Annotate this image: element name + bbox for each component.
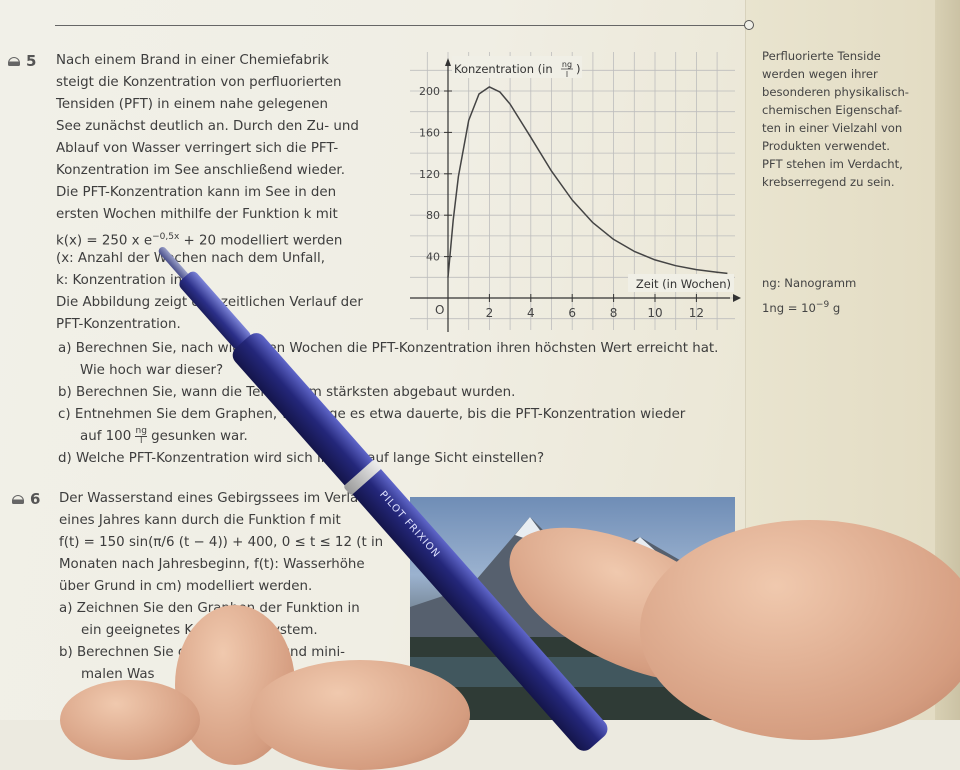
y-tick-label: 120	[419, 168, 440, 181]
hand-palm	[640, 520, 960, 740]
task-5-subtasks: a) Berechnen Sie, nach wie vielen Wochen…	[58, 341, 719, 466]
x-tick-label: 12	[689, 306, 704, 320]
y-axis-arrow	[445, 58, 451, 66]
origin-label: O	[435, 303, 444, 317]
x-tick-label: 6	[568, 306, 576, 320]
concentration-curve	[447, 86, 728, 278]
task-5-formula: k(x) = 250 x e−0,5x + 20 modelliert werd…	[56, 232, 343, 249]
x-label-background	[628, 274, 734, 292]
task-5-number: 5	[8, 52, 36, 70]
y-axis-label: Konzentration (in	[454, 62, 553, 76]
difficulty-icon	[8, 57, 20, 66]
x-tick-label: 8	[610, 306, 618, 320]
sidebar-note: Perfluorierte Tenside werden wegen ihrer…	[762, 49, 909, 189]
y-label-background	[452, 56, 582, 78]
y-tick-label: 160	[419, 126, 440, 139]
y-axis-label-close: )	[576, 62, 581, 76]
task-5-text: Nach einem Brand in einer Chemiefabrik s…	[56, 53, 363, 332]
x-tick-label: 10	[647, 306, 662, 320]
y-tick-label: 80	[426, 209, 440, 222]
unit-fraction: ng l	[135, 425, 147, 446]
hand-finger	[250, 660, 470, 770]
x-tick-label: 2	[486, 306, 494, 320]
difficulty-icon	[12, 495, 24, 504]
x-axis-label: Zeit (in Wochen)	[636, 277, 731, 291]
divider-line	[55, 25, 745, 26]
y-tick-label: 200	[419, 85, 440, 98]
sidebar-unit-note: ng: Nanogramm 1ng = 10−9 g	[762, 276, 857, 315]
y-axis-unit-numerator: ng	[562, 60, 572, 69]
divider-end-dot	[744, 20, 754, 30]
task-6-formula: f(t) = 150 sin(π/6 (t − 4)) + 400, 0 ≤ t…	[59, 535, 384, 550]
hand-finger	[60, 680, 200, 760]
task-6-number: 6	[12, 490, 40, 508]
y-tick-label: 40	[426, 251, 440, 264]
x-axis-arrow	[733, 294, 741, 302]
y-axis-unit-denominator: l	[566, 70, 568, 79]
x-tick-label: 4	[527, 306, 535, 320]
concentration-chart: 2 4 6 8 10 12 40 80 120 160 200 O Zeit (in Wochen) Ko…	[410, 52, 741, 332]
